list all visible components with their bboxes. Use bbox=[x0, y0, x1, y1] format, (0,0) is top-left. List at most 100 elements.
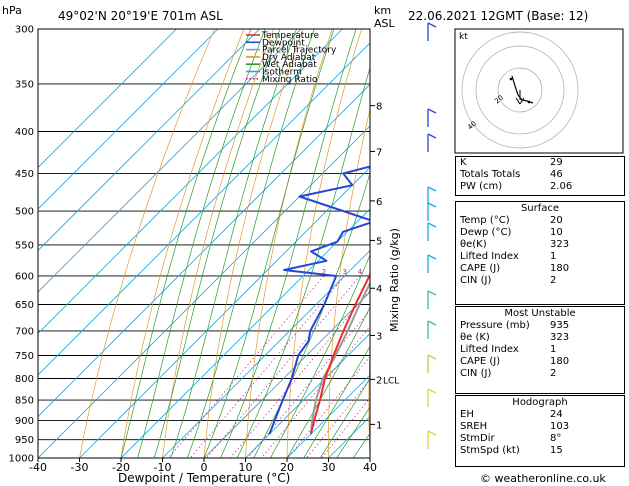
temperature-tick-label: 20 bbox=[280, 461, 294, 474]
temperature-tick-label: -20 bbox=[112, 461, 130, 474]
wet-adiabat-line bbox=[170, 29, 297, 458]
mixing-ratio-line bbox=[287, 356, 370, 458]
wet-adiabat-line bbox=[336, 406, 370, 458]
table-row: StmSpd (kt) 15 bbox=[456, 445, 624, 457]
hodo-label: StmDir bbox=[460, 433, 495, 444]
wind-barb bbox=[427, 320, 437, 326]
pressure-tick-label: 600 bbox=[15, 271, 34, 282]
mu-label: Pressure (mb) bbox=[460, 320, 530, 331]
index-label: PW (cm) bbox=[460, 181, 503, 192]
surface-label: CIN (J) bbox=[460, 275, 492, 286]
temperature-tick-label: -40 bbox=[29, 461, 47, 474]
isotherm-line bbox=[203, 291, 370, 458]
copyright-footer: © weatheronline.co.uk bbox=[480, 472, 606, 485]
wind-barb bbox=[427, 388, 437, 394]
legend-label: Wet Adiabat bbox=[262, 60, 317, 70]
mu-label: θe (K) bbox=[460, 332, 490, 343]
mixing-ratio-label: 15 bbox=[432, 268, 441, 276]
mixing-ratio-label: 2 bbox=[322, 268, 326, 276]
legend-label: Isotherm bbox=[262, 68, 302, 78]
temperature-tick-label: 10 bbox=[239, 461, 253, 474]
height-km-label: 8 bbox=[376, 102, 382, 113]
location-title: 49°02'N 20°19'E 701m ASL bbox=[58, 9, 223, 23]
isotherm-line bbox=[162, 249, 370, 458]
table-row: CAPE (J) 180 bbox=[456, 263, 624, 275]
wind-barb bbox=[427, 133, 437, 139]
lcl-label: LCL bbox=[383, 376, 399, 386]
surface-value: 10 bbox=[550, 227, 563, 238]
hodo-label: SREH bbox=[460, 421, 488, 432]
pressure-tick-label: 850 bbox=[15, 396, 34, 407]
temperature-tick-label: -10 bbox=[154, 461, 172, 474]
table-row: Totals Totals 46 bbox=[456, 169, 624, 181]
dry-adiabat-line bbox=[245, 29, 333, 458]
mu-value: 935 bbox=[550, 320, 570, 331]
wind-barb bbox=[427, 222, 437, 228]
isotherm-line bbox=[38, 83, 370, 418]
isotherm-line bbox=[38, 29, 219, 210]
height-km-label: 1 bbox=[376, 420, 382, 431]
sounding-profiles bbox=[268, 165, 370, 435]
wind-barb bbox=[427, 430, 437, 436]
pressure-tick-label: 800 bbox=[15, 374, 34, 385]
mu-value: 180 bbox=[550, 356, 570, 367]
table-row: Pressure (mb) 935 bbox=[456, 320, 624, 332]
mixing-ratio-line bbox=[206, 275, 361, 458]
hodograph-ring-40 bbox=[475, 45, 565, 135]
table-row: PW (cm) 2.06 bbox=[456, 181, 624, 193]
hodo-value: 24 bbox=[550, 409, 563, 420]
wet-adiabat-line bbox=[187, 29, 315, 458]
wet-adiabat-line bbox=[137, 29, 266, 458]
hodo-label: StmSpd (kt) bbox=[460, 445, 520, 456]
mixing-ratio-line bbox=[247, 309, 370, 458]
hodograph-ring-20 bbox=[497, 67, 543, 113]
table-row: SREH 103 bbox=[456, 421, 624, 433]
surface-value: 20 bbox=[550, 215, 563, 226]
asl-label: ASL bbox=[374, 17, 396, 30]
pressure-tick-label: 650 bbox=[15, 300, 34, 311]
table-row: CIN (J) 2 bbox=[456, 368, 624, 380]
parcel-trajectory-line bbox=[309, 281, 370, 435]
temperature-tick-label: 0 bbox=[201, 461, 208, 474]
isotherm-line bbox=[38, 42, 370, 376]
surface-value: 2 bbox=[550, 275, 557, 286]
surface-label: CAPE (J) bbox=[460, 263, 501, 274]
pressure-tick-label: 300 bbox=[15, 25, 34, 36]
height-km-label: 3 bbox=[376, 331, 382, 342]
wet-adiabat-line bbox=[203, 29, 335, 458]
wind-barb bbox=[427, 202, 437, 208]
surface-value: 323 bbox=[550, 239, 570, 250]
dry-adiabat-line bbox=[79, 29, 215, 458]
hodograph-storm-vector bbox=[515, 97, 521, 105]
legend-label: Parcel Trajectory bbox=[262, 46, 337, 56]
isotherm-line bbox=[286, 374, 370, 458]
wet-adiabat-line bbox=[236, 66, 370, 458]
pressure-units-label: hPa bbox=[2, 4, 22, 17]
dry-adiabat-line bbox=[408, 29, 450, 458]
mixing-ratio-label: 3 bbox=[343, 268, 347, 276]
index-value: 46 bbox=[550, 169, 563, 180]
most-unstable-table: Most Unstable Pressure (mb) 935 θe (K) 323… bbox=[455, 306, 625, 394]
isotherm-line bbox=[38, 29, 302, 293]
hodo-value: 103 bbox=[550, 421, 570, 432]
hodograph-point bbox=[527, 100, 531, 104]
pressure-tick-label: 350 bbox=[15, 79, 34, 90]
surface-label: Dewp (°C) bbox=[460, 227, 512, 238]
index-value: 2.06 bbox=[550, 181, 573, 192]
hodograph-ring-outer bbox=[461, 31, 579, 149]
mu-value: 323 bbox=[550, 332, 570, 343]
legend-label: Dry Adiabat bbox=[262, 53, 316, 63]
height-km-label: 4 bbox=[376, 284, 382, 295]
pressure-tick-label: 400 bbox=[15, 127, 34, 138]
mixing-ratio-axis-label: Mixing Ratio (g/kg) bbox=[388, 228, 401, 332]
x-axis-label: Dewpoint / Temperature (°C) bbox=[118, 471, 290, 485]
temperature-line bbox=[309, 272, 370, 435]
table-row: K 29 bbox=[456, 157, 624, 169]
pressure-tick-label: 950 bbox=[15, 435, 34, 446]
hodograph-ring-label-20: 20 bbox=[493, 94, 505, 106]
wind-barb bbox=[427, 186, 437, 192]
table-row: Temp (°C) 20 bbox=[456, 215, 624, 227]
wind-barb bbox=[427, 22, 437, 28]
